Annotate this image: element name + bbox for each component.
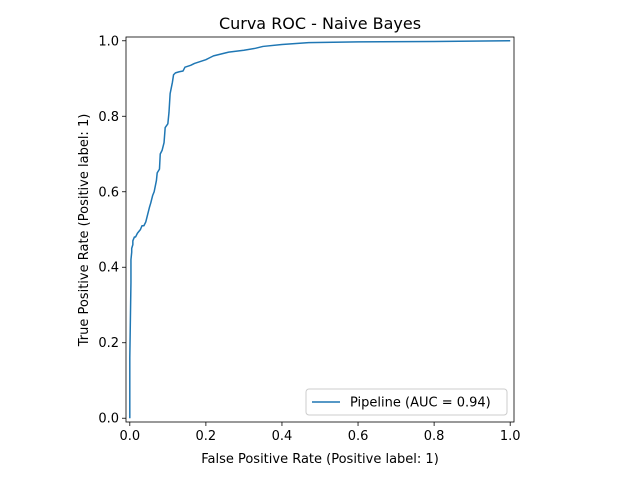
y-tick-label: 0.8 <box>98 110 119 125</box>
x-tick-label: 0.0 <box>119 429 140 444</box>
y-tick-label: 0.4 <box>98 261 119 276</box>
legend-box <box>305 388 508 416</box>
y-tick-label: 1.0 <box>98 34 119 49</box>
y-axis-label: True Positive Rate (Positive label: 1) <box>77 114 92 348</box>
x-tick-label: 0.8 <box>424 429 445 444</box>
legend: Pipeline (AUC = 0.94) <box>305 388 508 416</box>
y-tick-label: 0.0 <box>98 412 119 427</box>
legend-label: Pipeline (AUC = 0.94) <box>350 396 491 411</box>
chart-title: Curva ROC - Naive Bayes <box>219 14 421 33</box>
x-tick-label: 1.0 <box>500 429 521 444</box>
x-tick-label: 0.6 <box>348 429 369 444</box>
x-tick-label: 0.4 <box>272 429 293 444</box>
x-tick-label: 0.2 <box>196 429 217 444</box>
axes-frame <box>125 36 515 423</box>
x-axis-label: False Positive Rate (Positive label: 1) <box>201 452 439 467</box>
plot-area: 0.0 0.2 0.4 0.6 0.8 1.0 0.0 0.2 0.4 0.6 0.8 1.0 <box>98 34 520 444</box>
y-tick-label: 0.2 <box>98 336 119 351</box>
y-tick-label: 0.6 <box>98 185 119 200</box>
series-line-0 <box>129 40 511 419</box>
